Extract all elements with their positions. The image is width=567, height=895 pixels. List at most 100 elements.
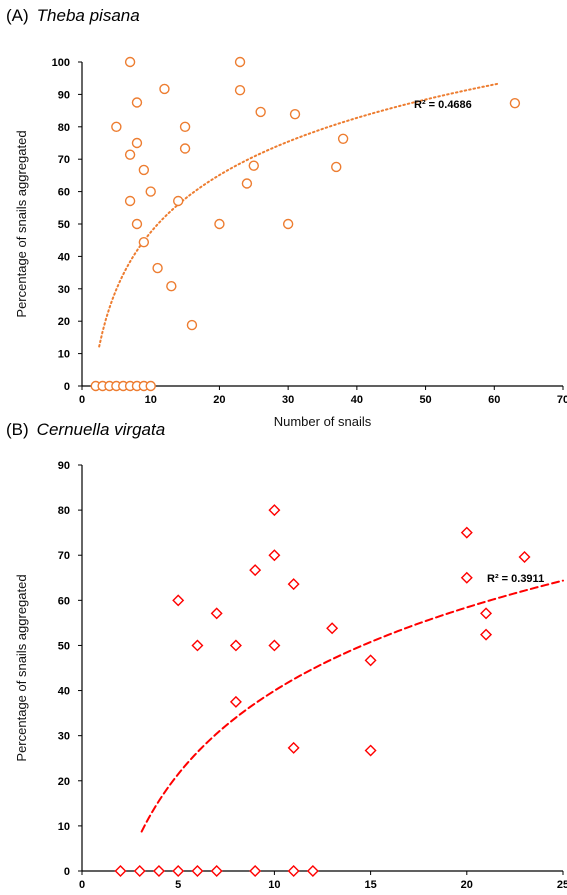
y-tick-label-b: 30 [58, 731, 70, 743]
y-tick-label-a: 90 [58, 89, 70, 101]
data-point-a [138, 236, 150, 248]
data-point-a [214, 218, 225, 230]
x-tick-label-a: 40 [351, 394, 363, 406]
y-tick-label-b: 0 [64, 866, 70, 878]
panel-a-species: Theba pisana [36, 6, 140, 25]
data-point-b [210, 865, 223, 877]
data-point-b [172, 594, 185, 607]
data-point-b [268, 549, 281, 562]
data-point-a [166, 281, 177, 292]
y-tick-label-a: 50 [58, 219, 70, 231]
panel-a-label: (A) [6, 6, 29, 25]
x-tick-label-b: 20 [461, 879, 473, 891]
data-point-b [287, 578, 300, 591]
data-point-b [152, 865, 165, 877]
data-point-a [145, 380, 156, 392]
data-point-a [289, 108, 301, 120]
y-tick-label-b: 70 [58, 550, 70, 562]
data-point-a [234, 84, 246, 96]
data-point-a [282, 218, 294, 230]
data-point-b [249, 564, 262, 577]
data-point-a [255, 106, 266, 118]
panel-b-label: (B) [6, 420, 29, 439]
data-point-b [191, 639, 204, 652]
data-point-b [229, 639, 242, 652]
data-point-a [172, 195, 184, 207]
x-tick-label-a: 50 [419, 394, 431, 406]
x-tick-label-a: 60 [488, 394, 500, 406]
data-point-b [326, 622, 339, 635]
data-point-b [172, 865, 185, 877]
x-tick-label-b: 5 [175, 879, 181, 891]
data-point-a [509, 97, 521, 109]
r-squared-label-a: R² = 0.4686 [414, 99, 472, 111]
x-tick-label-a: 20 [213, 394, 225, 406]
trendline-b [140, 579, 564, 833]
data-point-a [124, 149, 136, 160]
y-tick-label-a: 40 [58, 251, 70, 263]
y-tick-label-a: 20 [58, 316, 70, 328]
y-tick-label-b: 10 [58, 821, 70, 833]
y-tick-label-a: 100 [52, 57, 70, 69]
data-point-a [331, 161, 342, 173]
data-point-a [131, 137, 143, 149]
y-axis-title-a: Percentage of snails aggregated [14, 130, 29, 317]
y-tick-label-b: 50 [58, 640, 70, 652]
x-tick-label-a: 30 [282, 394, 294, 406]
data-point-a [145, 186, 156, 197]
data-point-a [179, 143, 191, 154]
y-tick-label-a: 0 [64, 381, 70, 393]
y-tick-label-b: 90 [58, 460, 70, 472]
data-point-b [114, 865, 127, 877]
data-point-a [186, 319, 198, 331]
data-point-a [152, 262, 163, 274]
data-point-b [306, 865, 319, 877]
x-tick-label-b: 10 [268, 879, 280, 891]
y-tick-label-b: 60 [58, 595, 70, 607]
y-tick-label-a: 60 [58, 187, 70, 199]
data-point-b [229, 695, 242, 708]
data-point-a [124, 195, 136, 207]
data-point-a [248, 160, 259, 171]
x-tick-label-a: 10 [145, 394, 157, 406]
panel-b-title: (B) Cernuella virgata [6, 420, 165, 440]
data-point-b [518, 551, 531, 564]
y-tick-label-a: 70 [58, 154, 70, 166]
x-tick-label-a: 70 [557, 394, 567, 406]
data-point-b [287, 741, 300, 754]
x-tick-label-a: 0 [79, 394, 85, 406]
chart-a: 0 10 20 30 40 50 60 70 0 10 20 30 40 50 60 70 80 90 100 Num… [14, 56, 567, 429]
data-point-a [131, 97, 143, 108]
panel-b-species: Cernuella virgata [36, 420, 166, 439]
y-tick-label-a: 80 [58, 122, 70, 134]
trendline-a [98, 82, 499, 348]
y-tick-label-b: 20 [58, 776, 70, 788]
data-point-b [364, 654, 377, 667]
data-point-b [249, 865, 262, 877]
y-axis-title-b: Percentage of snails aggregated [14, 574, 29, 761]
data-point-a [138, 164, 150, 176]
data-point-a [159, 83, 170, 95]
y-tick-label-a: 10 [58, 349, 70, 361]
x-tick-label-b: 25 [557, 879, 567, 891]
y-tick-label-b: 40 [58, 686, 70, 698]
r-squared-label-b: R² = 0.3911 [487, 573, 544, 585]
data-point-a [234, 56, 246, 68]
x-tick-label-b: 15 [364, 879, 376, 891]
data-point-b [480, 628, 493, 641]
data-point-a [337, 133, 349, 144]
data-point-b [191, 865, 204, 877]
data-point-b [210, 607, 223, 620]
y-tick-label-b: 80 [58, 505, 70, 517]
y-tick-label-a: 30 [58, 284, 70, 296]
data-point-b [460, 526, 473, 539]
data-point-a [241, 178, 253, 189]
panel-a-title: (A) Theba pisana [6, 6, 140, 26]
data-point-a [111, 121, 122, 133]
data-point-b [364, 744, 377, 757]
data-point-b [480, 607, 493, 620]
data-point-b [268, 639, 281, 652]
data-point-b [133, 865, 146, 877]
data-point-b [460, 571, 473, 584]
